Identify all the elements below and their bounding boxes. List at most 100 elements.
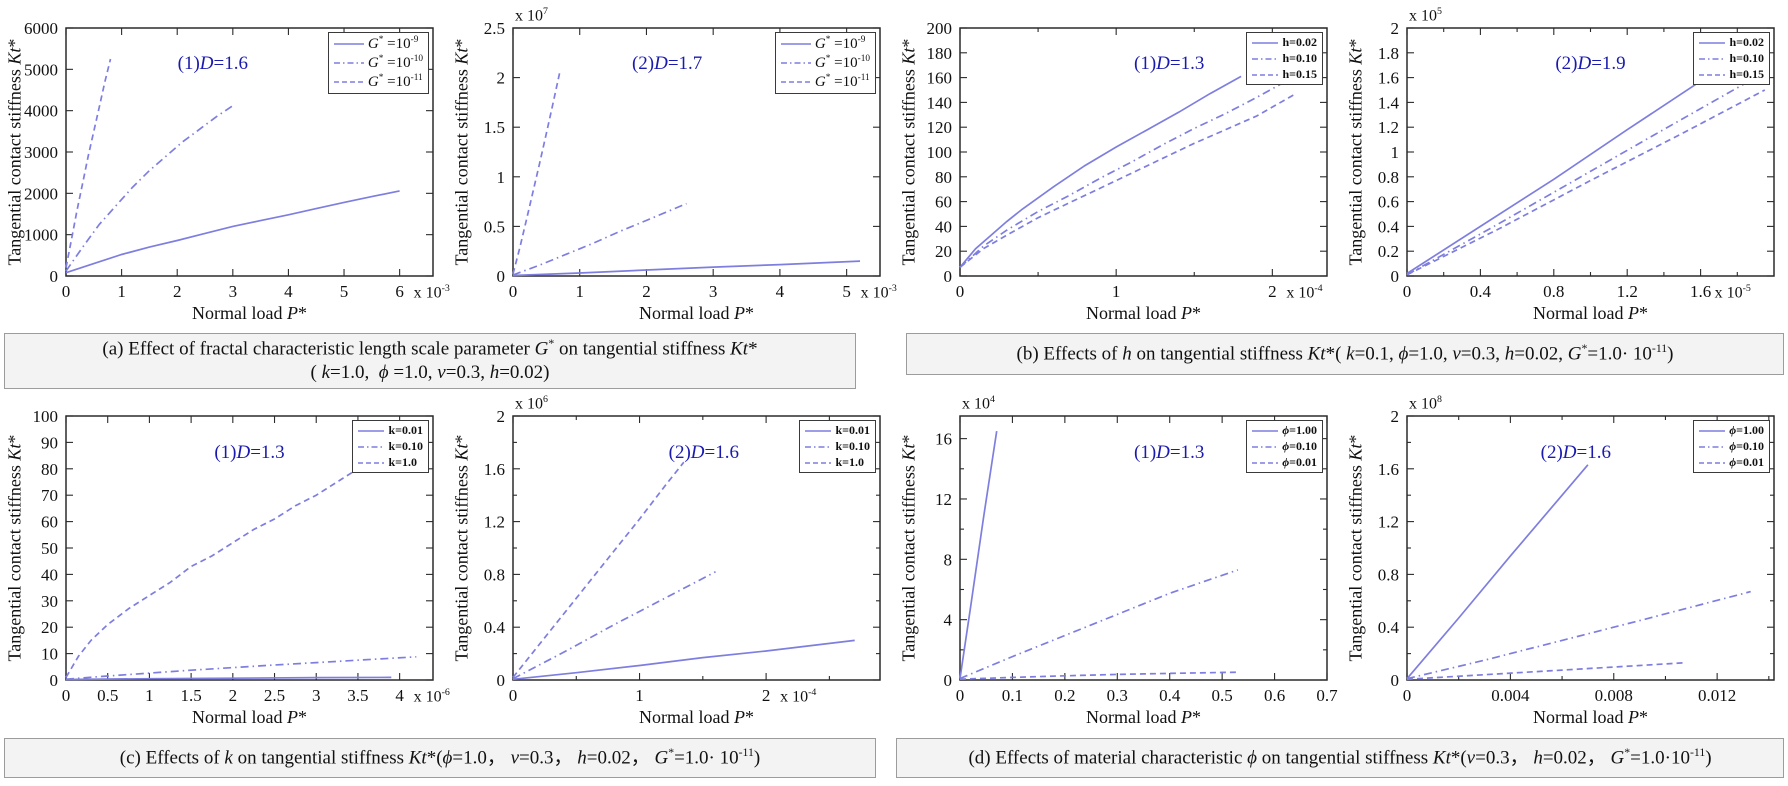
svg-text:0: 0 — [62, 282, 71, 301]
legend: k=0.01 k=0.10 k=1.0 — [799, 420, 876, 473]
svg-text:0.8: 0.8 — [1378, 565, 1399, 584]
svg-text:5000: 5000 — [24, 60, 58, 79]
legend-label: k=0.10 — [835, 439, 870, 453]
svg-text:0: 0 — [62, 686, 71, 705]
svg-text:2.5: 2.5 — [484, 19, 505, 38]
legend-label: ϕ=0.01 — [1729, 455, 1764, 469]
legend-item: k=1.0 — [358, 455, 423, 470]
legend-label: k=0.01 — [388, 423, 423, 437]
x-axis-multiplier: x 10-6 — [413, 687, 450, 706]
svg-text:0: 0 — [1391, 267, 1400, 286]
legend-line-sample — [1252, 73, 1279, 76]
svg-text:3: 3 — [709, 282, 718, 301]
legend-line-sample — [805, 445, 832, 448]
y-axis-multiplier: x 108 — [1409, 394, 1442, 413]
legend-label: h=0.02 — [1729, 35, 1764, 49]
legend-line-sample — [358, 445, 385, 448]
legend-label: k=0.01 — [835, 423, 870, 437]
svg-text:2: 2 — [173, 282, 182, 301]
legend-item: h=0.02 — [1252, 35, 1317, 50]
caption-b-wrap: (b) Effects of h on tangential stiffness… — [894, 332, 1788, 388]
svg-text:0: 0 — [497, 267, 506, 286]
svg-text:0: 0 — [944, 671, 953, 690]
svg-text:1: 1 — [145, 686, 154, 705]
svg-text:2: 2 — [1268, 282, 1277, 301]
svg-text:1.6: 1.6 — [1378, 69, 1399, 88]
svg-text:60: 60 — [935, 193, 952, 212]
y-axis-label: Tangential contact stiffness Kt* — [4, 434, 25, 662]
svg-text:100: 100 — [33, 407, 59, 426]
legend: G* =10-9 G* =10-10 G* =10-11 — [774, 32, 876, 94]
x-axis-label: Normal load P* — [1533, 303, 1648, 323]
legend-label: G* =10-10 — [367, 54, 423, 71]
legend-item: ϕ=1.00 — [1699, 423, 1764, 438]
svg-text:0.004: 0.004 — [1491, 686, 1530, 705]
top-plots-row: 0 1 2 3 4 5 6 0 1000 2000 3000 4000 5000 6000 Tangenti… — [0, 0, 1788, 332]
figure-a-panels: 0 1 2 3 4 5 6 0 1000 2000 3000 4000 5000 6000 Tangenti… — [0, 0, 897, 332]
svg-text:1.2: 1.2 — [484, 513, 505, 532]
svg-text:2: 2 — [1391, 19, 1400, 38]
legend-line-sample — [805, 461, 832, 464]
legend: G* =10-9 G* =10-10 G* =10-11 — [327, 32, 429, 94]
figure-c-panels: 0 0.5 1 1.5 2 2.5 3 3.5 4 0 10 20 30 40 50 60 70 80 90 100 T… — [0, 388, 894, 736]
legend-line-sample — [780, 43, 811, 45]
top-captions-row: (a) Effect of fractal characteristic len… — [0, 332, 1788, 389]
svg-text:1.6: 1.6 — [484, 460, 505, 479]
panel-annotation: (2)D=1.7 — [631, 52, 703, 74]
legend-line-sample — [1699, 461, 1726, 464]
legend-item: G* =10-11 — [780, 73, 870, 91]
x-axis-label: Normal load P* — [192, 303, 307, 323]
svg-text:2: 2 — [497, 407, 506, 426]
y-axis-label: Tangential contact stiffness Kt* — [451, 434, 472, 662]
svg-text:100: 100 — [927, 143, 953, 162]
svg-text:0.1: 0.1 — [1002, 686, 1023, 705]
legend-label: ϕ=1.00 — [1729, 423, 1764, 437]
svg-text:160: 160 — [927, 69, 953, 88]
svg-text:3: 3 — [312, 686, 321, 705]
svg-text:3: 3 — [229, 282, 238, 301]
svg-text:0: 0 — [1403, 282, 1412, 301]
panel-annotation: (1)D=1.3 — [214, 442, 285, 464]
svg-text:2: 2 — [642, 282, 651, 301]
legend-item: G* =10-10 — [333, 54, 423, 72]
svg-text:4: 4 — [395, 686, 404, 705]
y-axis-label: Tangential contact stiffness Kt* — [451, 38, 472, 266]
svg-text:120: 120 — [927, 118, 953, 137]
svg-text:1.6: 1.6 — [1690, 282, 1711, 301]
legend-line-sample — [1699, 73, 1726, 76]
legend-item: ϕ=0.01 — [1699, 455, 1764, 470]
svg-text:16: 16 — [935, 430, 952, 449]
legend-item: k=1.0 — [805, 455, 870, 470]
svg-text:5: 5 — [340, 282, 349, 301]
svg-text:0.6: 0.6 — [1378, 193, 1399, 212]
svg-text:0.2: 0.2 — [1378, 242, 1399, 261]
y-axis-label: Tangential contact stiffness Kt* — [4, 38, 25, 266]
svg-text:0.6: 0.6 — [1264, 686, 1285, 705]
svg-text:0.2: 0.2 — [1054, 686, 1075, 705]
svg-text:2: 2 — [497, 69, 506, 88]
svg-text:2: 2 — [762, 686, 771, 705]
legend-label: G* =10-11 — [814, 73, 870, 90]
svg-text:1.5: 1.5 — [180, 686, 201, 705]
x-axis-multiplier: x 10-4 — [780, 687, 817, 706]
svg-text:0.8: 0.8 — [1543, 282, 1564, 301]
legend-item: ϕ=1.00 — [1252, 423, 1317, 438]
figure-b-panels: 0 1 2 0 20 40 60 80 100 120 140 160 180 200 Tangential… — [894, 0, 1788, 332]
caption-d: (d) Effects of material characteristic ϕ… — [896, 738, 1784, 779]
subplot-d1: 0 0.1 0.2 0.3 0.4 0.5 0.6 0.7 0 4 8 12 16 Tangential … — [894, 392, 1341, 736]
legend-label: ϕ=1.00 — [1282, 423, 1317, 437]
legend: ϕ=1.00 ϕ=0.10 ϕ=0.01 — [1246, 420, 1323, 473]
svg-text:0: 0 — [509, 282, 518, 301]
legend-line-sample — [1252, 429, 1279, 432]
svg-text:1: 1 — [1112, 282, 1121, 301]
caption-d-wrap: (d) Effects of material characteristic ϕ… — [894, 736, 1788, 786]
svg-text:4: 4 — [776, 282, 785, 301]
panel-annotation: (1)D=1.3 — [1134, 52, 1205, 74]
svg-text:0.7: 0.7 — [1316, 686, 1338, 705]
legend-label: k=0.10 — [388, 439, 423, 453]
legend-item: ϕ=0.01 — [1252, 455, 1317, 470]
svg-text:0.008: 0.008 — [1595, 686, 1633, 705]
svg-text:1: 1 — [575, 282, 584, 301]
x-axis-label: Normal load P* — [1086, 303, 1201, 323]
